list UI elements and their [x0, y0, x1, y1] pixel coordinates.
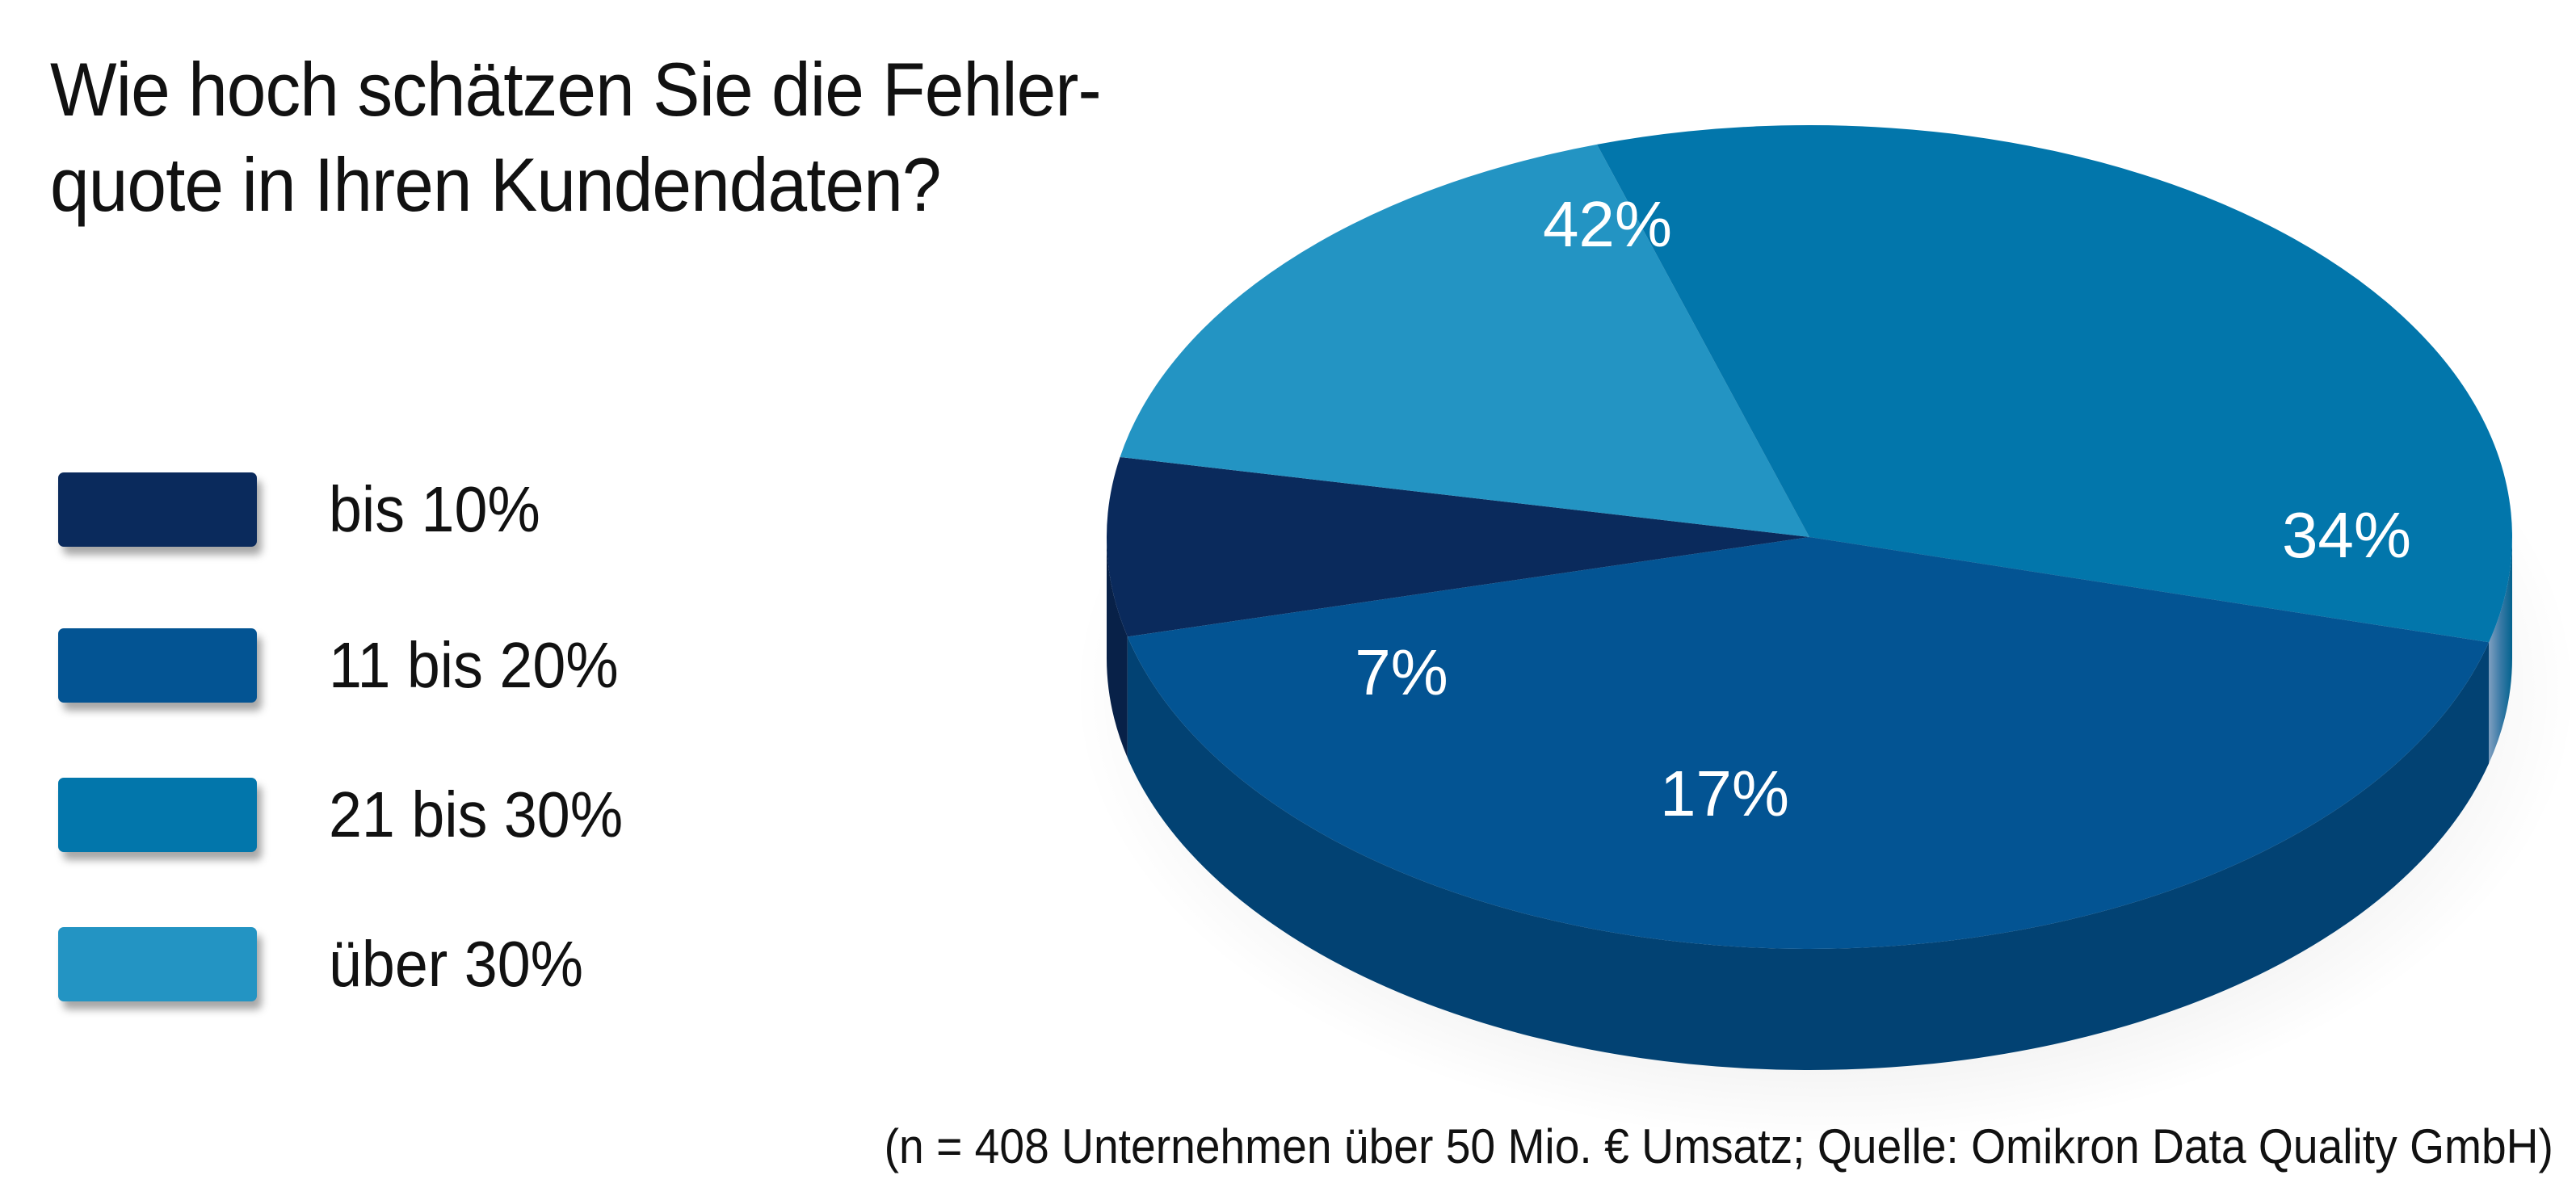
pie-slice-bis-10-	[1107, 456, 1809, 637]
legend-swatch	[58, 628, 257, 703]
pie-side-11-bis-20-	[1127, 636, 2490, 1070]
pie-side-21-bis-30-	[2489, 537, 2512, 764]
data-label: 7%	[1355, 636, 1448, 708]
chart-title-line-2: quote in Ihren Kundendaten?	[50, 142, 942, 227]
legend-label: über 30%	[329, 928, 584, 1000]
legend-item-21-30: 21 bis 30%	[58, 778, 785, 858]
pie-slice-21-bis-30-	[1596, 125, 2512, 643]
legend-swatch	[58, 778, 257, 852]
legend-item-bis-10: bis 10%	[58, 472, 785, 553]
legend-label: 21 bis 30%	[329, 779, 624, 850]
pie-side-bis-10-	[1107, 537, 1128, 758]
pie-slice-11-bis-20-	[1127, 537, 2490, 949]
legend-swatch	[58, 472, 257, 547]
pie-slice--ber-30-	[1120, 144, 1809, 538]
chart-title-line-1: Wie hoch schätzen Sie die Fehler-	[50, 47, 1102, 132]
data-label: 17%	[1660, 758, 1789, 829]
data-label: 34%	[2282, 499, 2411, 571]
chart-title: Wie hoch schätzen Sie die Fehler- quote …	[50, 42, 1102, 233]
legend-item-ueber-30: über 30%	[58, 927, 785, 1008]
legend-item-11-20: 11 bis 20%	[58, 628, 785, 709]
chart-footnote: (n = 408 Unternehmen über 50 Mio. € Umsa…	[884, 1119, 2553, 1173]
legend-label: bis 10%	[329, 473, 540, 545]
data-label: 42%	[1543, 188, 1672, 260]
legend-swatch	[58, 927, 257, 1001]
legend-label: 11 bis 20%	[329, 629, 619, 701]
